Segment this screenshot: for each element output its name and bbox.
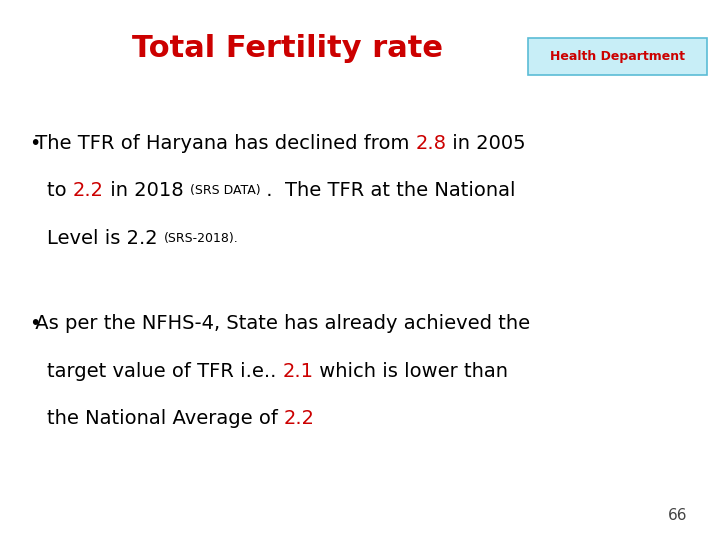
Text: Level is 2.2: Level is 2.2	[47, 228, 163, 248]
Text: in 2018: in 2018	[104, 181, 189, 200]
Text: 2.8: 2.8	[415, 133, 446, 153]
Text: 2.2: 2.2	[284, 409, 315, 428]
Text: Total Fertility rate: Total Fertility rate	[132, 34, 444, 63]
Text: to: to	[47, 181, 73, 200]
Text: 2.1: 2.1	[282, 362, 313, 381]
Text: (SRS-2018).: (SRS-2018).	[163, 232, 238, 245]
Text: (SRS DATA): (SRS DATA)	[189, 184, 260, 197]
Text: •: •	[29, 133, 40, 153]
Text: As per the NFHS-4, State has already achieved the: As per the NFHS-4, State has already ach…	[29, 314, 530, 333]
Text: •: •	[29, 314, 40, 333]
Text: 2.2: 2.2	[73, 181, 104, 200]
Text: the National Average of: the National Average of	[47, 409, 284, 428]
FancyBboxPatch shape	[528, 38, 707, 75]
Text: The TFR of Haryana has declined from: The TFR of Haryana has declined from	[29, 133, 415, 153]
Text: 66: 66	[668, 508, 688, 523]
Text: which is lower than: which is lower than	[313, 362, 508, 381]
Text: .  The TFR at the National: . The TFR at the National	[260, 181, 516, 200]
Text: Health Department: Health Department	[550, 50, 685, 63]
Text: in 2005: in 2005	[446, 133, 526, 153]
Text: target value of TFR i.e..: target value of TFR i.e..	[47, 362, 282, 381]
